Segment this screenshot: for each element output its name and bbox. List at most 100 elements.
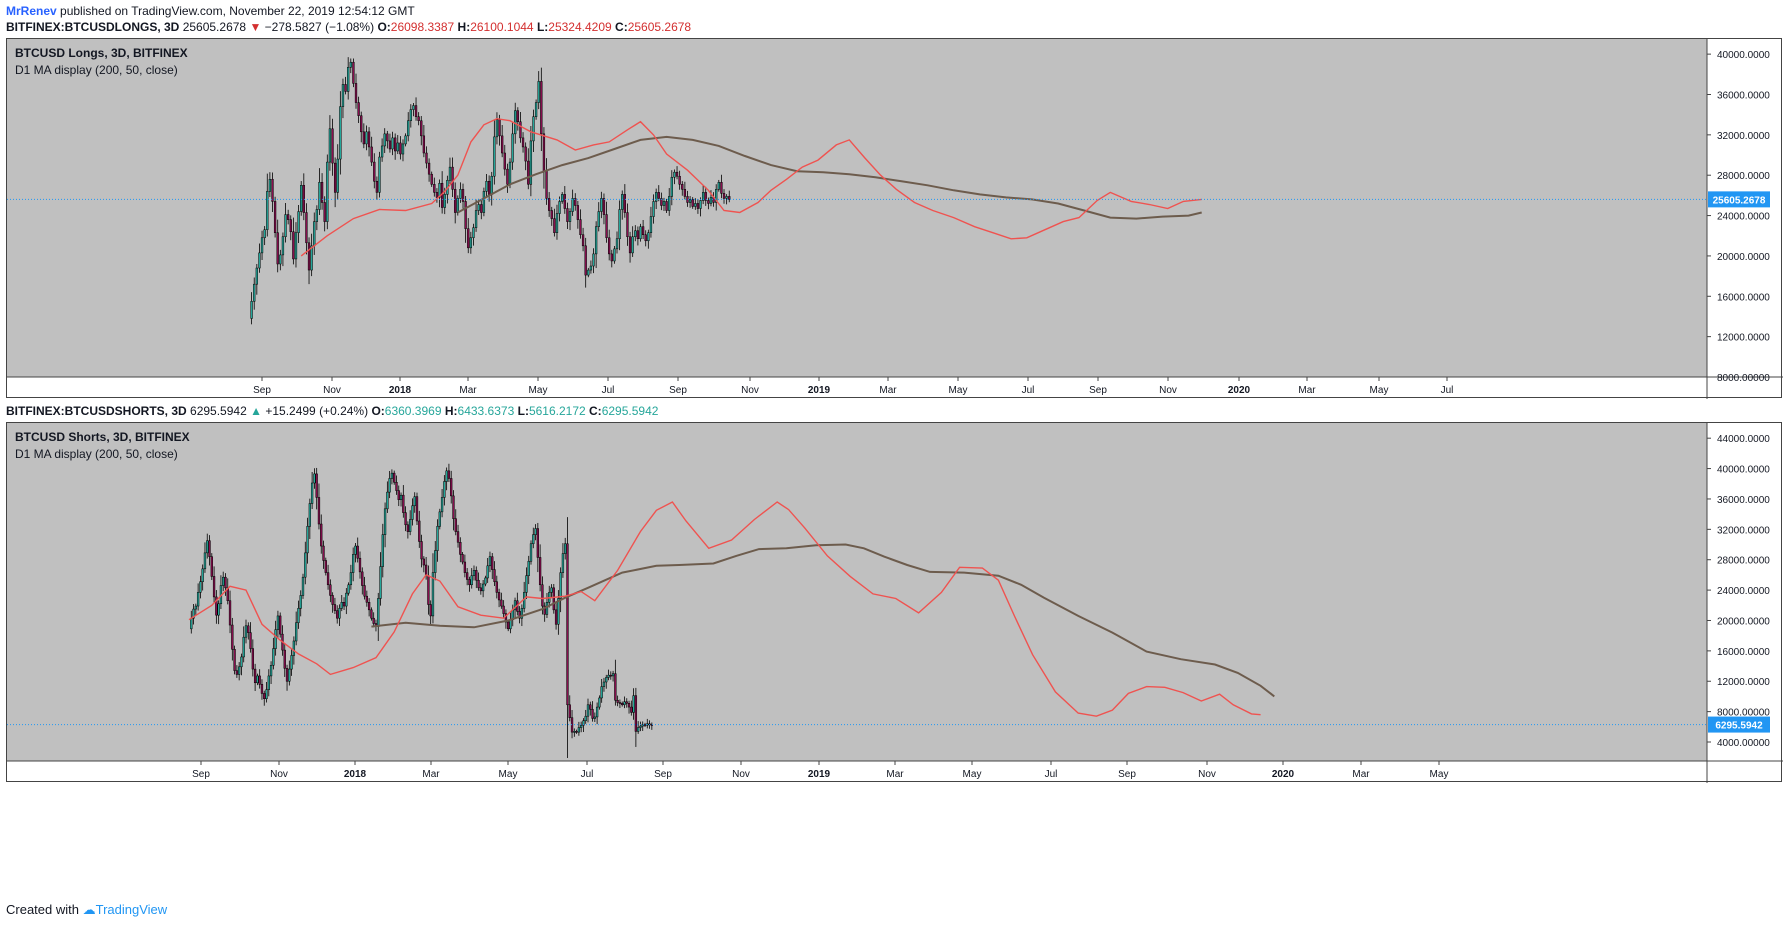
candle xyxy=(367,127,371,157)
candle-body xyxy=(541,584,544,607)
candle-body xyxy=(520,608,524,619)
candle-body xyxy=(641,226,645,235)
candle-body xyxy=(683,189,687,197)
candle xyxy=(573,728,576,737)
pane2-open: 6360.3969 xyxy=(384,404,442,418)
candle-body xyxy=(662,201,666,206)
candle xyxy=(240,653,243,676)
candle-body xyxy=(594,226,598,255)
author-link[interactable]: MrRenev xyxy=(6,4,57,18)
candle xyxy=(331,592,334,613)
longs-chart-pane[interactable]: 8000.00000 12000.0000 16000.0000 20000.0000… xyxy=(6,38,1783,399)
candle-body xyxy=(349,61,352,68)
x-tick-label: Mar xyxy=(1298,385,1316,396)
candle-body xyxy=(623,701,626,706)
candle-body xyxy=(318,182,321,210)
candle-body xyxy=(675,171,679,177)
candle xyxy=(269,661,273,684)
candle-body xyxy=(511,133,514,163)
candle xyxy=(587,267,590,278)
candle-body xyxy=(542,133,546,172)
candle xyxy=(436,519,439,562)
candle xyxy=(378,151,381,198)
candle xyxy=(536,522,539,573)
candle-body xyxy=(354,83,358,103)
pane2-close: 6295.5942 xyxy=(601,404,659,418)
candle xyxy=(469,231,473,254)
candle xyxy=(550,584,553,599)
candle xyxy=(295,611,298,646)
candle xyxy=(253,663,257,691)
candle-body xyxy=(331,595,334,605)
candle-body xyxy=(440,497,444,513)
pane2-legend-indicator[interactable]: D1 MA display (200, 50, close) xyxy=(15,447,178,461)
y-tick-label: 12000.0000 xyxy=(1717,333,1770,344)
candle xyxy=(434,541,437,581)
candle xyxy=(251,639,254,677)
y-tick-label: 32000.0000 xyxy=(1717,131,1770,142)
y-tick-label: 8000.00000 xyxy=(1717,373,1770,384)
candle-body xyxy=(386,133,389,142)
candle xyxy=(451,157,454,198)
candle xyxy=(338,604,341,627)
candle xyxy=(581,227,585,252)
candle xyxy=(233,645,236,675)
candle xyxy=(263,226,266,246)
y-tick-label: 36000.0000 xyxy=(1717,495,1770,506)
candle xyxy=(268,172,272,198)
pane1-legend-indicator[interactable]: D1 MA display (200, 50, close) xyxy=(15,63,178,77)
footer-brand[interactable]: TradingView xyxy=(95,902,168,917)
candle xyxy=(484,575,487,587)
candle-body xyxy=(627,703,631,708)
candle xyxy=(224,573,227,596)
candle xyxy=(649,206,653,238)
candle xyxy=(283,643,286,677)
candle xyxy=(386,130,389,149)
candle-body xyxy=(279,615,282,635)
candle-body xyxy=(422,135,426,154)
tradingview-logo-icon[interactable]: ☁ xyxy=(82,902,96,917)
candle xyxy=(305,203,308,255)
candle xyxy=(427,158,431,182)
shorts-chart-svg[interactable]: 4000.00000 8000.00000 12000.0000 16000.0000… xyxy=(7,423,1783,783)
candle-body xyxy=(363,585,366,597)
pane2-symbol[interactable]: BITFINEX:BTCUSDSHORTS, 3D xyxy=(6,404,187,418)
candle xyxy=(415,492,419,526)
candle xyxy=(249,622,252,653)
candle-body xyxy=(315,209,319,222)
candle-body xyxy=(396,142,399,152)
shorts-chart-pane[interactable]: 4000.00000 8000.00000 12000.0000 16000.0000… xyxy=(6,422,1783,783)
candle-body xyxy=(628,236,632,254)
candle-body xyxy=(519,121,522,139)
candle-body xyxy=(722,193,726,199)
candle xyxy=(525,567,528,599)
candle-body xyxy=(550,210,553,219)
candle-body xyxy=(474,210,478,228)
candle xyxy=(215,590,218,624)
candle xyxy=(550,206,553,226)
candle xyxy=(487,175,491,202)
candle-body xyxy=(691,199,694,207)
candle-body xyxy=(329,584,332,596)
pane2-c-label: C: xyxy=(589,404,602,418)
candle-body xyxy=(482,191,486,213)
candle-body xyxy=(370,609,373,619)
candle xyxy=(618,699,622,708)
candle-body xyxy=(447,470,451,479)
longs-chart-svg[interactable]: 8000.00000 12000.0000 16000.0000 20000.0000… xyxy=(7,39,1783,399)
candle-body xyxy=(470,575,473,586)
candle xyxy=(320,514,323,554)
candle-body xyxy=(412,105,415,110)
candle xyxy=(670,170,673,206)
candle xyxy=(480,200,483,220)
candle-body xyxy=(647,232,650,242)
pane1-symbol[interactable]: BITFINEX:BTCUSDLONGS, 3D xyxy=(6,20,180,34)
candle-body xyxy=(194,605,197,610)
candle-body xyxy=(443,194,446,208)
y-tick-label: 16000.0000 xyxy=(1717,647,1770,658)
candle xyxy=(323,196,326,232)
candle xyxy=(263,690,266,706)
candle xyxy=(440,489,444,518)
candle xyxy=(464,196,467,243)
candle xyxy=(340,595,343,612)
